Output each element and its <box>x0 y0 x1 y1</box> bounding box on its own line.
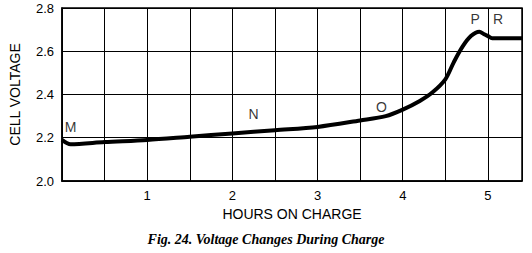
svg-text:2.0: 2.0 <box>36 174 54 189</box>
svg-text:3: 3 <box>314 188 321 203</box>
svg-text:HOURS ON CHARGE: HOURS ON CHARGE <box>222 206 361 222</box>
svg-text:O: O <box>376 99 387 115</box>
svg-text:Fig. 24. Voltage Changes Durin: Fig. 24. Voltage Changes During Charge <box>147 232 385 247</box>
svg-text:P: P <box>470 11 479 27</box>
svg-text:2.8: 2.8 <box>36 1 54 16</box>
svg-text:1: 1 <box>144 188 151 203</box>
svg-text:CELL VOLTAGE: CELL VOLTAGE <box>7 43 23 145</box>
svg-text:2: 2 <box>229 188 236 203</box>
svg-text:N: N <box>249 106 259 122</box>
svg-text:M: M <box>65 119 77 135</box>
svg-text:R: R <box>493 11 503 27</box>
svg-text:2.4: 2.4 <box>36 87 54 102</box>
svg-text:2.6: 2.6 <box>36 44 54 59</box>
svg-text:4: 4 <box>399 188 406 203</box>
svg-text:5: 5 <box>484 188 491 203</box>
svg-text:2.2: 2.2 <box>36 130 54 145</box>
